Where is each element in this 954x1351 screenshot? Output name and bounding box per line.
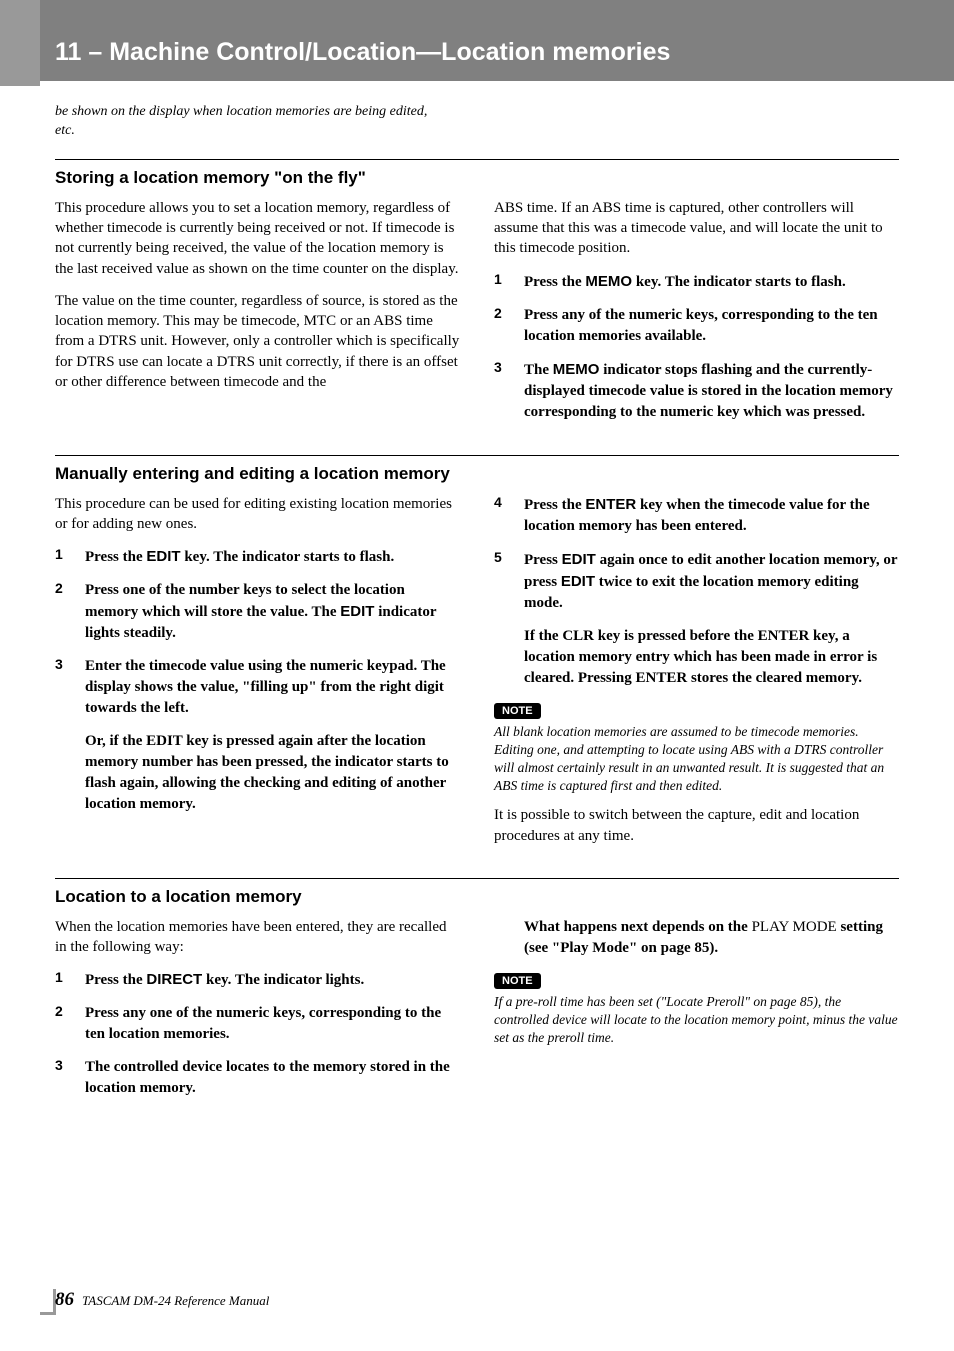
page-footer: 86 TASCAM DM-24 Reference Manual — [55, 1289, 269, 1311]
step-number: 3 — [494, 359, 524, 423]
header-band: 11 – Machine Control/Location—Location m… — [0, 0, 954, 81]
step-text: Press any of the numeric keys, correspon… — [524, 305, 899, 347]
page-number: 86 — [55, 1289, 74, 1311]
right-column: ABS time. If an ABS time is captured, ot… — [494, 198, 899, 435]
step-item: 3 Enter the timecode value using the num… — [55, 656, 460, 719]
footer-text: TASCAM DM-24 Reference Manual — [82, 1293, 269, 1309]
step-text: Press the MEMO key. The indicator starts… — [524, 271, 846, 293]
step-text: Enter the timecode value using the numer… — [85, 656, 460, 719]
step-continuation: What happens next depends on the PLAY MO… — [524, 917, 899, 959]
note-badge: NOTE — [494, 973, 541, 989]
step-item: 1 Press the MEMO key. The indicator star… — [494, 271, 899, 293]
two-column-layout: This procedure allows you to set a locat… — [55, 198, 899, 435]
paragraph: This procedure can be used for editing e… — [55, 494, 460, 535]
step-number: 4 — [494, 494, 524, 537]
step-text: The controlled device locates to the mem… — [85, 1057, 460, 1099]
step-number: 5 — [494, 549, 524, 614]
step-item: 4 Press the ENTER key when the timecode … — [494, 494, 899, 537]
two-column-layout: This procedure can be used for editing e… — [55, 494, 899, 858]
paragraph: It is possible to switch between the cap… — [494, 805, 899, 846]
right-column: What happens next depends on the PLAY MO… — [494, 917, 899, 1112]
step-item: 1 Press the EDIT key. The indicator star… — [55, 546, 460, 568]
two-column-layout: When the location memories have been ent… — [55, 917, 899, 1112]
step-text: The MEMO indicator stops flashing and th… — [524, 359, 899, 423]
step-number: 1 — [55, 546, 85, 568]
step-number: 1 — [55, 969, 85, 991]
left-column: This procedure can be used for editing e… — [55, 494, 460, 858]
step-text: Press the EDIT key. The indicator starts… — [85, 546, 394, 568]
left-column: This procedure allows you to set a locat… — [55, 198, 460, 435]
step-item: 3 The MEMO indicator stops flashing and … — [494, 359, 899, 423]
page: 11 – Machine Control/Location—Location m… — [0, 0, 954, 1351]
note-badge: NOTE — [494, 703, 541, 719]
step-item: 2 Press any of the numeric keys, corresp… — [494, 305, 899, 347]
step-number: 1 — [494, 271, 524, 293]
section-location: Location to a location memory When the l… — [55, 878, 899, 1112]
step-text: Press the DIRECT key. The indicator ligh… — [85, 969, 364, 991]
paragraph: When the location memories have been ent… — [55, 917, 460, 958]
step-text: Press EDIT again once to edit another lo… — [524, 549, 899, 614]
note-text: All blank location memories are assumed … — [494, 723, 899, 796]
step-text: Press any one of the numeric keys, corre… — [85, 1003, 460, 1045]
right-column: 4 Press the ENTER key when the timecode … — [494, 494, 899, 858]
footer-accent — [40, 1289, 56, 1315]
step-item: 1 Press the DIRECT key. The indicator li… — [55, 969, 460, 991]
step-item: 2 Press one of the number keys to select… — [55, 580, 460, 644]
step-item: 5 Press EDIT again once to edit another … — [494, 549, 899, 614]
content-area: be shown on the display when location me… — [0, 81, 954, 1111]
section-storing: Storing a location memory "on the fly" T… — [55, 159, 899, 435]
step-number: 3 — [55, 656, 85, 719]
left-column: When the location memories have been ent… — [55, 917, 460, 1112]
step-continuation: If the CLR key is pressed before the ENT… — [524, 626, 899, 689]
step-item: 2 Press any one of the numeric keys, cor… — [55, 1003, 460, 1045]
section-title: Location to a location memory — [55, 887, 899, 907]
step-number: 3 — [55, 1057, 85, 1099]
chapter-title: 11 – Machine Control/Location—Location m… — [55, 38, 670, 66]
step-number: 2 — [494, 305, 524, 347]
paragraph: This procedure allows you to set a locat… — [55, 198, 460, 279]
section-title: Storing a location memory "on the fly" — [55, 168, 899, 188]
step-item: 3 The controlled device locates to the m… — [55, 1057, 460, 1099]
paragraph: The value on the time counter, regardles… — [55, 291, 460, 392]
sidebar-accent — [0, 0, 40, 86]
section-title: Manually entering and editing a location… — [55, 464, 899, 484]
paragraph: ABS time. If an ABS time is captured, ot… — [494, 198, 899, 259]
section-editing: Manually entering and editing a location… — [55, 455, 899, 858]
intro-text: be shown on the display when location me… — [55, 103, 445, 141]
step-number: 2 — [55, 580, 85, 644]
step-text: Press the ENTER key when the timecode va… — [524, 494, 899, 537]
step-number: 2 — [55, 1003, 85, 1045]
step-text: Press one of the number keys to select t… — [85, 580, 460, 644]
note-text: If a pre-roll time has been set ("Locate… — [494, 993, 899, 1048]
step-continuation: Or, if the EDIT key is pressed again aft… — [85, 731, 460, 815]
